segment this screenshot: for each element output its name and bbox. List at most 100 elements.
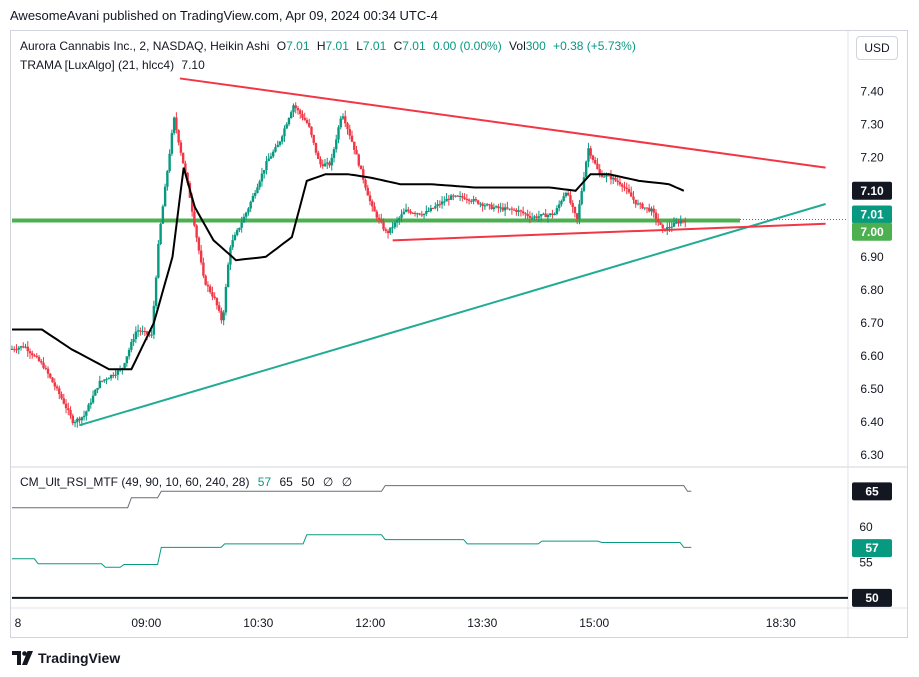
chart-frame [10,30,908,638]
candle-body [116,370,120,375]
change-value: 0.00 (0.00%) [432,39,502,53]
x-tick-label: 13:30 [467,616,497,630]
rsi-price-label-bg [852,588,892,607]
rsi-line-upper [12,485,692,509]
candle-body [384,229,387,231]
candle-body [170,133,174,154]
candle-body [429,207,433,212]
candle-body [64,403,68,409]
candle-body [53,382,56,387]
candle-body [652,208,655,213]
candle-body [107,378,111,380]
candle-body [668,227,671,229]
candle-body [447,198,451,200]
candle-body [436,204,439,207]
candle-body [366,187,369,196]
candle-body [134,331,138,340]
candle-body [60,394,63,399]
candle-body [456,195,460,197]
candle-body [127,349,131,357]
candle-body [553,213,556,216]
candle-body [186,172,189,184]
candle-body [312,134,315,143]
candle-body [630,192,633,197]
candle-body [395,220,399,223]
candle-body [650,208,653,212]
candle-body [641,203,644,209]
candle-body [648,207,651,212]
candle-body [242,216,246,223]
y-tick-label: 6.80 [860,283,884,297]
candle-body [425,211,428,214]
candle-body [490,204,493,210]
currency-button[interactable]: USD [856,36,898,60]
candle-body [332,149,336,158]
candle-body [621,184,624,187]
candle-body [634,199,637,205]
candle-body [132,339,135,343]
footer-brand[interactable]: TradingView [12,650,120,666]
volume-change: +0.38 (+5.73%) [553,39,636,53]
candle-body [596,163,599,170]
candle-body [503,207,507,211]
candle-body [308,122,311,127]
candle-body [530,217,534,219]
candle-body [465,198,469,200]
rsi-value-4: ∅ [322,475,334,489]
price-label-bg [852,205,892,224]
candle-body [260,173,264,182]
candle-body [344,116,347,124]
rsi-legend[interactable]: CM_Ult_RSI_MTF (49, 90, 10, 60, 240, 28)… [20,475,352,489]
candle-body [409,211,412,213]
candle-body [623,186,626,188]
y-tick-label: 6.30 [860,448,884,462]
y-tick-label: 6.40 [860,415,884,429]
candle-body [100,380,104,382]
candle-body [353,141,356,150]
trama-line [12,167,685,371]
candle-body [37,356,41,362]
candle-body [195,225,198,238]
candle-body [578,204,581,219]
candle-body [197,237,201,251]
candle-body [67,408,70,411]
candle-body [76,418,79,423]
candle-body [645,207,649,209]
candle-body [35,355,38,357]
candle-body [483,205,487,207]
y-tick-label: 6.50 [860,382,884,396]
candle-body [564,192,568,197]
candle-body [571,203,574,208]
candle-body [679,220,682,224]
candle-body [317,152,320,159]
tradingview-wordmark: TradingView [38,650,121,666]
candle-body [175,117,178,131]
candle-body [350,135,354,142]
candle-body [481,203,484,206]
symbol-name[interactable]: Aurora Cannabis Inc., 2, NASDAQ, Heikin … [20,39,270,53]
candle-body [145,331,149,335]
candle-body [546,215,550,218]
candle-body [627,188,631,193]
candle-body [204,275,207,285]
candle-body [114,374,117,376]
trama-legend[interactable]: TRAMA [LuxAlgo] (21, hlcc4) 7.10 [20,58,205,72]
candle-body [105,379,108,381]
candle-body [510,208,514,210]
candle-body [253,192,257,196]
candle-body [440,201,444,205]
candle-body [15,349,18,351]
candle-body [51,377,54,383]
candle-body [434,206,437,209]
candle-body [485,204,489,206]
candle-body [400,214,403,218]
candle-body [625,187,628,189]
rsi-label: CM_Ult_RSI_MTF (49, 90, 10, 60, 240, 28) [20,475,250,489]
candle-body [377,217,381,220]
candle-body [612,177,615,180]
candle-body [341,116,345,119]
y-tick-label: 7.30 [860,118,884,132]
candle-body [404,209,408,212]
candle-body [616,180,619,183]
